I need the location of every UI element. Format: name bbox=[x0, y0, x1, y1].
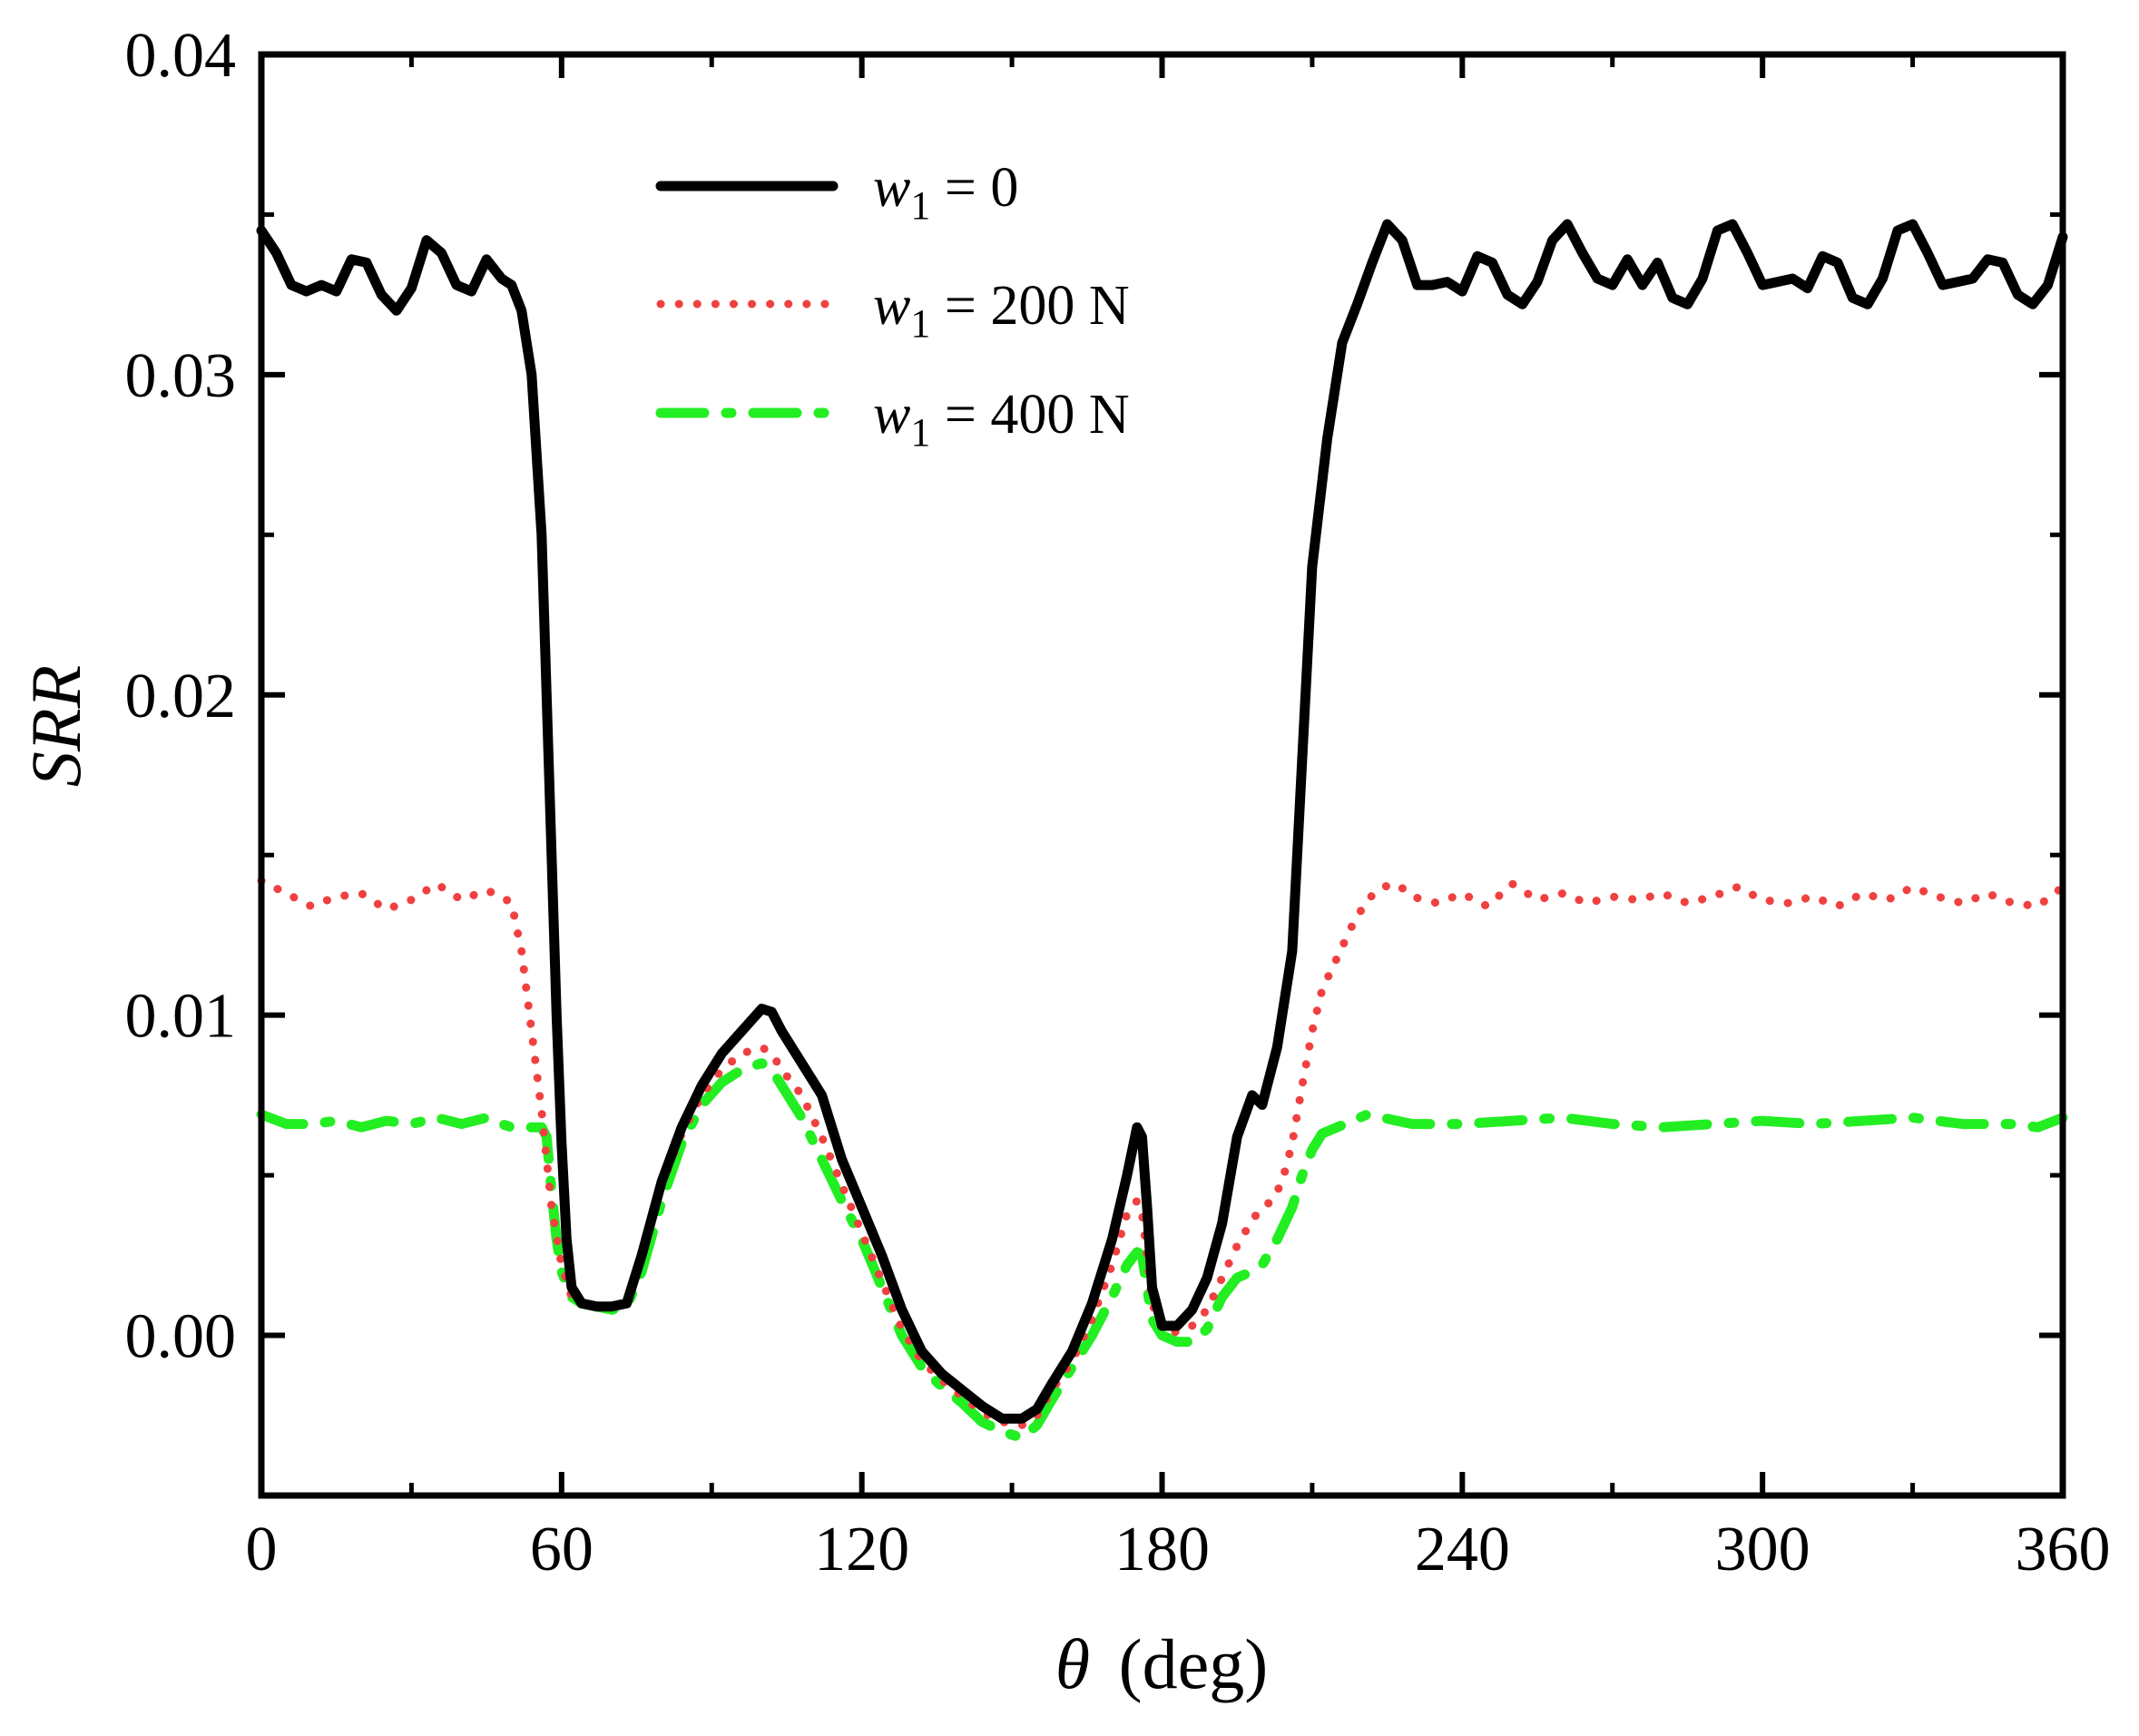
y-axis-title: SRR bbox=[16, 665, 95, 787]
x-axis-title: θ (deg) bbox=[1055, 1624, 1268, 1703]
x-tick-label: 120 bbox=[814, 1515, 909, 1584]
legend-rest: = 200 N bbox=[930, 275, 1129, 337]
series-line-2 bbox=[256, 1058, 2068, 1443]
y-tick-label: 0.03 bbox=[125, 341, 237, 411]
ticks-layer: 0 60 120 180 240 300 360 0.00 0.01 0.02 0.03 0.04 bbox=[125, 21, 2111, 1584]
series-line-0 bbox=[256, 219, 2068, 1424]
x-tick-label: 300 bbox=[1715, 1515, 1810, 1584]
y-tick-label: 0.00 bbox=[125, 1302, 237, 1372]
x-tick-label: 180 bbox=[1114, 1515, 1210, 1584]
legend-var: w bbox=[873, 275, 910, 337]
legend-rest: = 0 bbox=[930, 157, 1018, 219]
legend-var: w bbox=[873, 157, 910, 219]
series-line-1 bbox=[257, 877, 2067, 1429]
legend-sub: 1 bbox=[910, 183, 930, 228]
legend-label-2: w1 = 400 N bbox=[873, 384, 1130, 455]
plot-frame bbox=[258, 51, 2066, 1499]
x-tick-label: 60 bbox=[530, 1515, 594, 1584]
legend: w1 = 0w1 = 200 Nw1 = 400 N bbox=[655, 157, 1130, 455]
legend-label-0: w1 = 0 bbox=[873, 157, 1018, 228]
series-layer bbox=[256, 219, 2068, 1443]
y-tick-label: 0.02 bbox=[125, 662, 237, 731]
legend-sub: 1 bbox=[910, 301, 930, 346]
x-axis-unit: (deg) bbox=[1119, 1624, 1269, 1703]
legend-label-1: w1 = 200 N bbox=[873, 275, 1130, 346]
legend-var: w bbox=[873, 384, 910, 446]
y-tick-label: 0.01 bbox=[125, 982, 237, 1052]
legend-rest: = 400 N bbox=[930, 384, 1129, 446]
legend-sub: 1 bbox=[910, 410, 930, 455]
x-tick-label: 0 bbox=[246, 1515, 278, 1584]
x-axis-symbol: θ bbox=[1055, 1624, 1090, 1703]
x-tick-label: 240 bbox=[1415, 1515, 1510, 1584]
x-tick-label: 360 bbox=[2016, 1515, 2111, 1584]
y-tick-label: 0.04 bbox=[125, 21, 237, 91]
